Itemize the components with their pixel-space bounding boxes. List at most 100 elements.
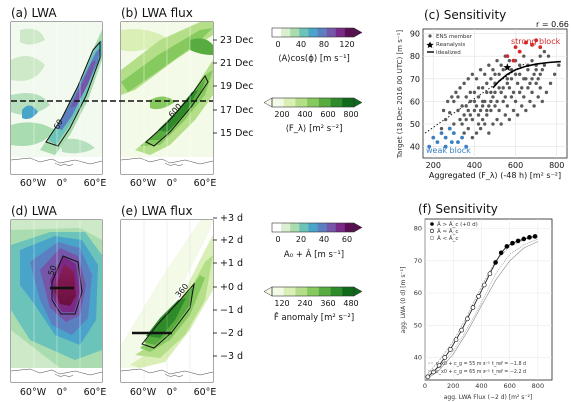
f-xtick: 800 [532, 382, 544, 390]
ens-member-point [485, 113, 489, 117]
colorbar-1-swatch [272, 98, 285, 107]
f-point-filled [515, 238, 521, 244]
legend-ens-marker [428, 34, 432, 38]
ens-member-point [530, 90, 534, 95]
f-point-open [487, 271, 493, 277]
ens-member-point [538, 86, 542, 90]
weak-block-point [456, 140, 460, 145]
colorbar-0-swatch [335, 28, 346, 37]
ens-member-point [483, 122, 487, 126]
legend-ens-label: ENS member [436, 34, 473, 40]
xtick-a-1: 0° [57, 178, 68, 189]
ens-member-point [489, 77, 493, 81]
f-xtick: 400 [475, 382, 487, 390]
ens-member-point [489, 90, 493, 95]
f-point-open [431, 369, 436, 375]
xtick-e-0: 60°W [130, 387, 157, 398]
ens-member-point [532, 72, 536, 76]
colorbar-flux-bottom: 120 240 360 480 F̂ anomaly [m² s⁻²] [263, 286, 363, 323]
ens-member-point [474, 104, 479, 108]
colorbar-1-swatch [283, 98, 296, 107]
ens-member-point [495, 58, 499, 63]
ens-member-point [468, 113, 473, 117]
ens-member-point [472, 99, 477, 104]
colorbar-1-swatch [307, 98, 320, 107]
date-tick-3: 17 Dec [220, 105, 254, 116]
colorbar-0-outline [271, 27, 355, 38]
xtick-a-0: 60°W [20, 178, 47, 189]
panel-b: (b) LWA flux 600 [120, 6, 214, 175]
f-point-open [465, 316, 470, 322]
panel-c-legend: ENS member Reanalysis Idealized [426, 34, 473, 56]
ens-member-point [450, 95, 454, 99]
colorbar-2-swatch [281, 223, 291, 232]
ens-member-point [532, 104, 536, 108]
ens-member-point [456, 95, 460, 99]
colorbar-3-swatch [283, 287, 296, 296]
ens-member-point [445, 99, 450, 104]
ens-member-point [476, 122, 481, 126]
colorbar-2-swatch [344, 223, 355, 232]
ens-member-point [489, 108, 493, 113]
ens-member-point [557, 63, 561, 67]
colorbar-1-swatches [263, 97, 363, 108]
weak-block-point [427, 144, 432, 149]
panel-f-legend-top: Â > Â_c (+0 d) Â ≈ Â_c Â < Â_c [429, 221, 478, 242]
ens-member-point [540, 68, 545, 72]
colorbar-3-label: F̂ anomaly [m² s⁻²] [274, 311, 354, 323]
colorbar-2-extend-max [353, 222, 363, 233]
f-point-filled [532, 234, 538, 239]
f-point-open [425, 374, 431, 380]
panel-a-field [11, 22, 102, 174]
colorbar-3-swatch [330, 287, 343, 296]
panel-f: (f) Sensitivity Â > Â_c (+0 d) Â ≈ Â_c Â… [400, 202, 553, 401]
colorbar-1-tick-1: 400 [297, 110, 312, 119]
weak-block-point [449, 140, 454, 145]
ens-member-point [546, 54, 551, 58]
legend-f-open-marker-2 [429, 235, 435, 241]
ens-member-point [501, 99, 505, 104]
colorbar-3-extend-min [263, 286, 273, 297]
ens-member-point [485, 81, 489, 86]
ens-member-point [493, 90, 497, 95]
ens-member-point [456, 108, 460, 113]
c-trend-line [424, 62, 527, 134]
weak-block-point [431, 135, 436, 140]
ens-member-point [505, 81, 510, 86]
ens-member-point [487, 131, 491, 135]
colorbar-2-swatch [272, 223, 282, 232]
ens-member-point [517, 72, 522, 76]
colorbar-2-tick-2: 40 [319, 235, 329, 244]
day-tick-4: −1 d [220, 305, 243, 316]
panel-a: (a) LWA 60 [10, 6, 103, 175]
panel-f-ylabel: agg. LWA (0 d) [m s⁻¹] [400, 267, 407, 334]
weak-block-point [460, 135, 464, 140]
weak-block-point [451, 131, 456, 136]
ens-member-point [462, 131, 466, 135]
ens-member-point [511, 108, 516, 113]
colorbar-0-swatch [272, 28, 282, 37]
ens-member-point [474, 77, 479, 81]
ens-member-point [462, 81, 466, 86]
ens-member-point [483, 72, 487, 76]
colorbar-0-swatch [344, 28, 355, 37]
ens-member-point [501, 86, 505, 90]
ens-member-point [517, 90, 522, 95]
panel-f-legend-bottom: c_x0 + c_g = 55 m s⁻¹ c_x0 + c_g = 65 m … [428, 361, 526, 375]
panel-f-marks [425, 234, 539, 380]
colorbar-flux-top: 200 400 600 800 ⟨F_λ⟩ [m² s⁻²] [263, 97, 363, 134]
ens-member-point [505, 77, 510, 81]
ens-member-point [507, 58, 512, 63]
colorbar-2-swatch [335, 223, 346, 232]
contour-label-a: 60 [52, 118, 65, 131]
ens-member-point [509, 77, 514, 81]
colorbar-2-swatch [326, 223, 337, 232]
legend-f-label-2: Â < Â_c [437, 235, 458, 242]
ens-member-point [478, 126, 483, 131]
f-point-filled [504, 244, 510, 249]
ens-member-point [517, 63, 522, 67]
ens-member-point [466, 126, 470, 131]
ens-member-point [511, 90, 516, 95]
ens-member-point [478, 68, 483, 72]
